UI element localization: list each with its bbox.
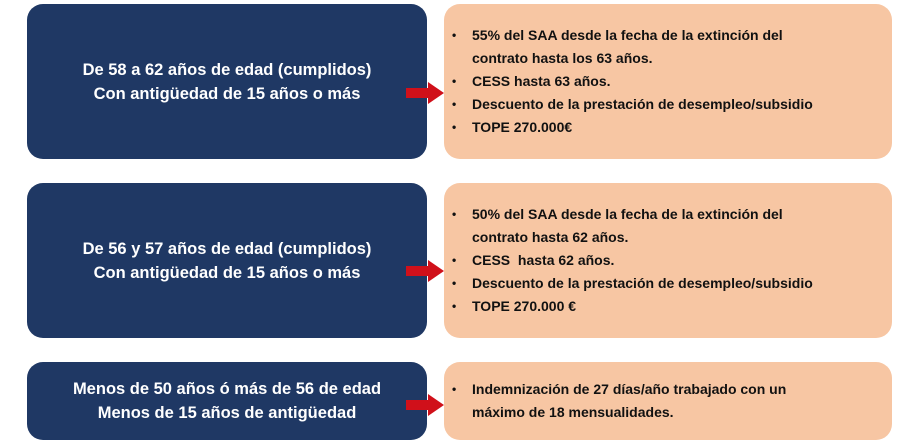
bullet-icon: • bbox=[452, 299, 457, 313]
benefit-item: • CESS hasta 63 años. bbox=[444, 70, 813, 93]
bullet-icon: • bbox=[452, 382, 457, 396]
bullet-icon: • bbox=[452, 253, 457, 267]
benefits-list: • 50% del SAA desde la fecha de la extin… bbox=[444, 203, 813, 318]
condition-box-1: De 58 a 62 años de edad (cumplidos) Con … bbox=[27, 4, 427, 159]
condition-line: Con antigüedad de 15 años o más bbox=[93, 84, 361, 103]
benefits-box-2: • 50% del SAA desde la fecha de la extin… bbox=[444, 183, 892, 338]
arrow-right-icon bbox=[406, 394, 444, 416]
benefits-box-1: • 55% del SAA desde la fecha de la extin… bbox=[444, 4, 892, 159]
benefit-item: • 55% del SAA desde la fecha de la extin… bbox=[444, 24, 813, 70]
arrow-right-icon bbox=[406, 260, 444, 282]
bullet-icon: • bbox=[452, 207, 457, 221]
benefit-item: • Descuento de la prestación de desemple… bbox=[444, 272, 813, 295]
benefit-item: • TOPE 270.000 € bbox=[444, 295, 813, 318]
condition-line: De 56 y 57 años de edad (cumplidos) bbox=[82, 239, 372, 258]
benefit-item: • CESS hasta 62 años. bbox=[444, 249, 813, 272]
bullet-icon: • bbox=[452, 74, 457, 88]
condition-line: De 58 a 62 años de edad (cumplidos) bbox=[82, 60, 372, 79]
benefit-item: • Descuento de la prestación de desemple… bbox=[444, 93, 813, 116]
bullet-icon: • bbox=[452, 28, 457, 42]
benefits-box-3: • Indemnización de 27 días/año trabajado… bbox=[444, 362, 892, 440]
bullet-icon: • bbox=[452, 276, 457, 290]
condition-box-3: Menos de 50 años ó más de 56 de edad Men… bbox=[27, 362, 427, 440]
arrow-right-icon bbox=[406, 82, 444, 104]
condition-line: Menos de 50 años ó más de 56 de edad bbox=[72, 380, 382, 398]
benefits-list: • 55% del SAA desde la fecha de la extin… bbox=[444, 24, 813, 139]
condition-line: Menos de 15 años de antigüedad bbox=[97, 404, 357, 422]
benefit-item: • Indemnización de 27 días/año trabajado… bbox=[444, 378, 786, 424]
benefit-item: • 50% del SAA desde la fecha de la extin… bbox=[444, 203, 813, 249]
benefits-list: • Indemnización de 27 días/año trabajado… bbox=[444, 378, 786, 424]
benefit-item: • TOPE 270.000€ bbox=[444, 116, 813, 139]
bullet-icon: • bbox=[452, 97, 457, 111]
bullet-icon: • bbox=[452, 120, 457, 134]
condition-box-2: De 56 y 57 años de edad (cumplidos) Con … bbox=[27, 183, 427, 338]
condition-line: Con antigüedad de 15 años o más bbox=[93, 263, 361, 282]
